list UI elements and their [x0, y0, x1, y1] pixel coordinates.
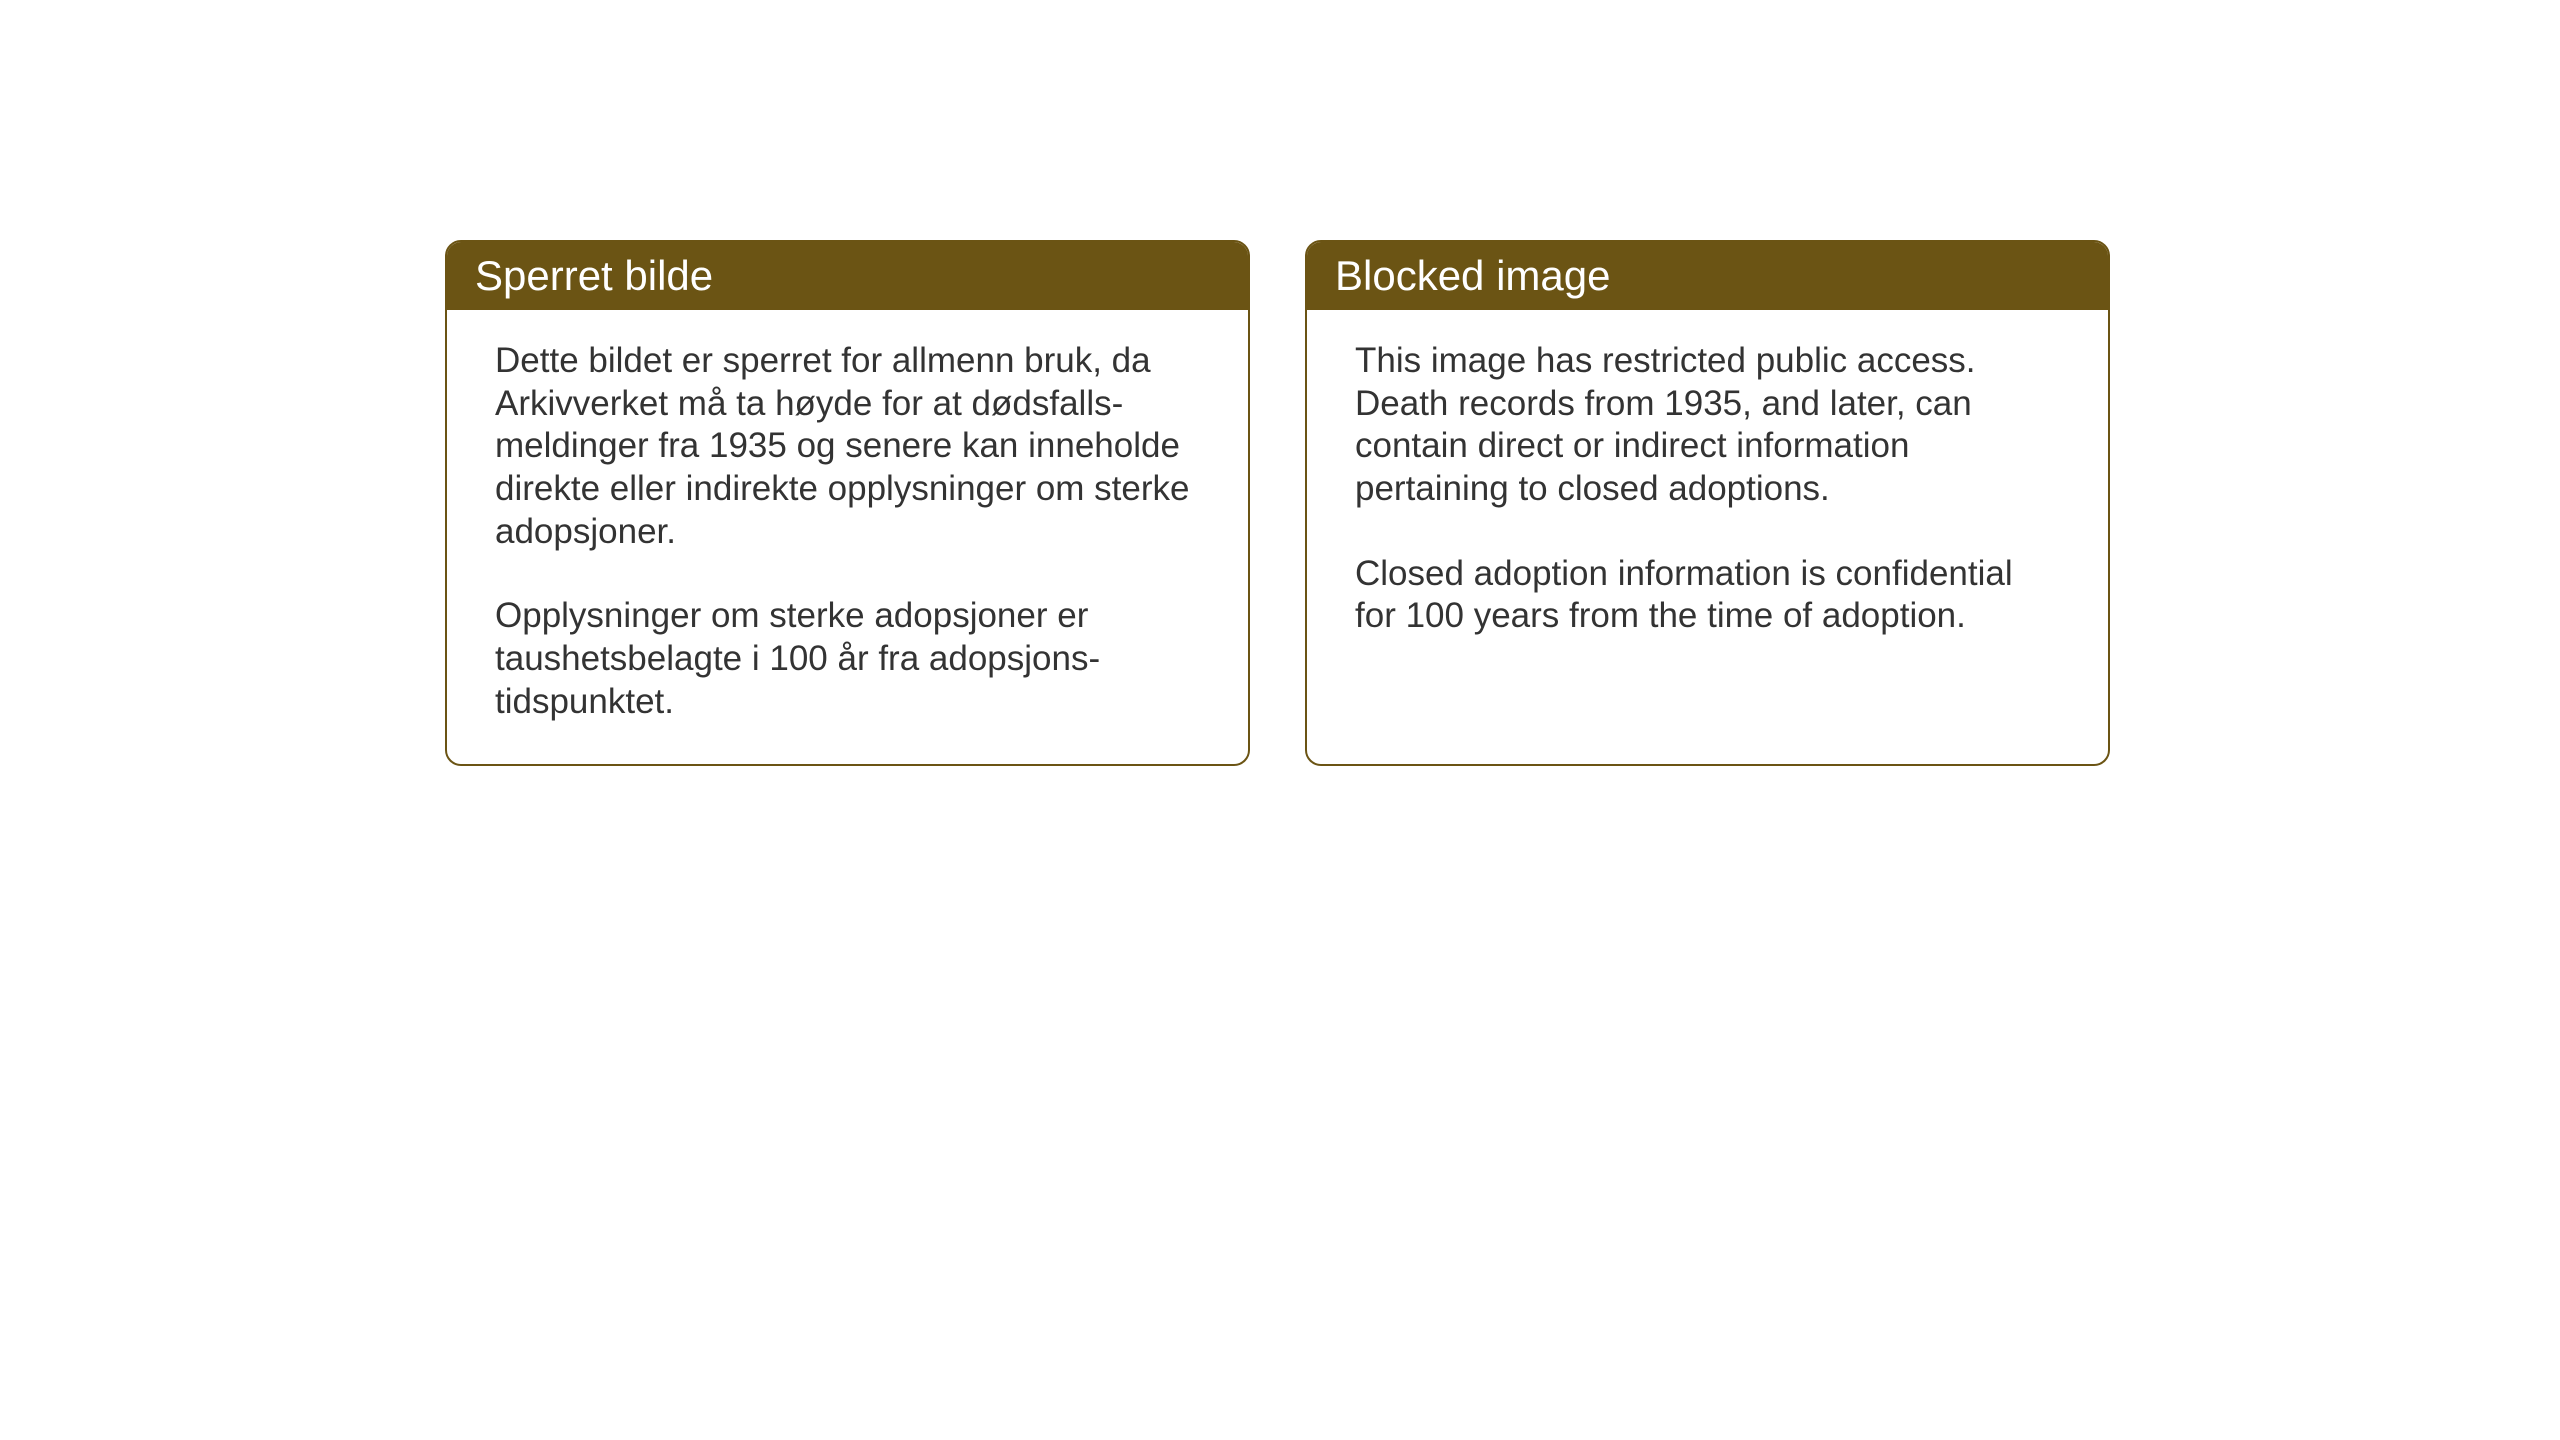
card-paragraph-2: Opplysninger om sterke adopsjoner er tau…	[495, 595, 1200, 723]
card-body-english: This image has restricted public access.…	[1307, 310, 2108, 678]
card-paragraph-1: Dette bildet er sperret for allmenn bruk…	[495, 340, 1200, 553]
card-paragraph-1: This image has restricted public access.…	[1355, 340, 2060, 511]
card-body-norwegian: Dette bildet er sperret for allmenn bruk…	[447, 310, 1248, 764]
card-header-english: Blocked image	[1307, 242, 2108, 310]
card-paragraph-2: Closed adoption information is confident…	[1355, 553, 2060, 638]
card-header-norwegian: Sperret bilde	[447, 242, 1248, 310]
cards-container: Sperret bilde Dette bildet er sperret fo…	[445, 240, 2110, 766]
card-english: Blocked image This image has restricted …	[1305, 240, 2110, 766]
card-norwegian: Sperret bilde Dette bildet er sperret fo…	[445, 240, 1250, 766]
